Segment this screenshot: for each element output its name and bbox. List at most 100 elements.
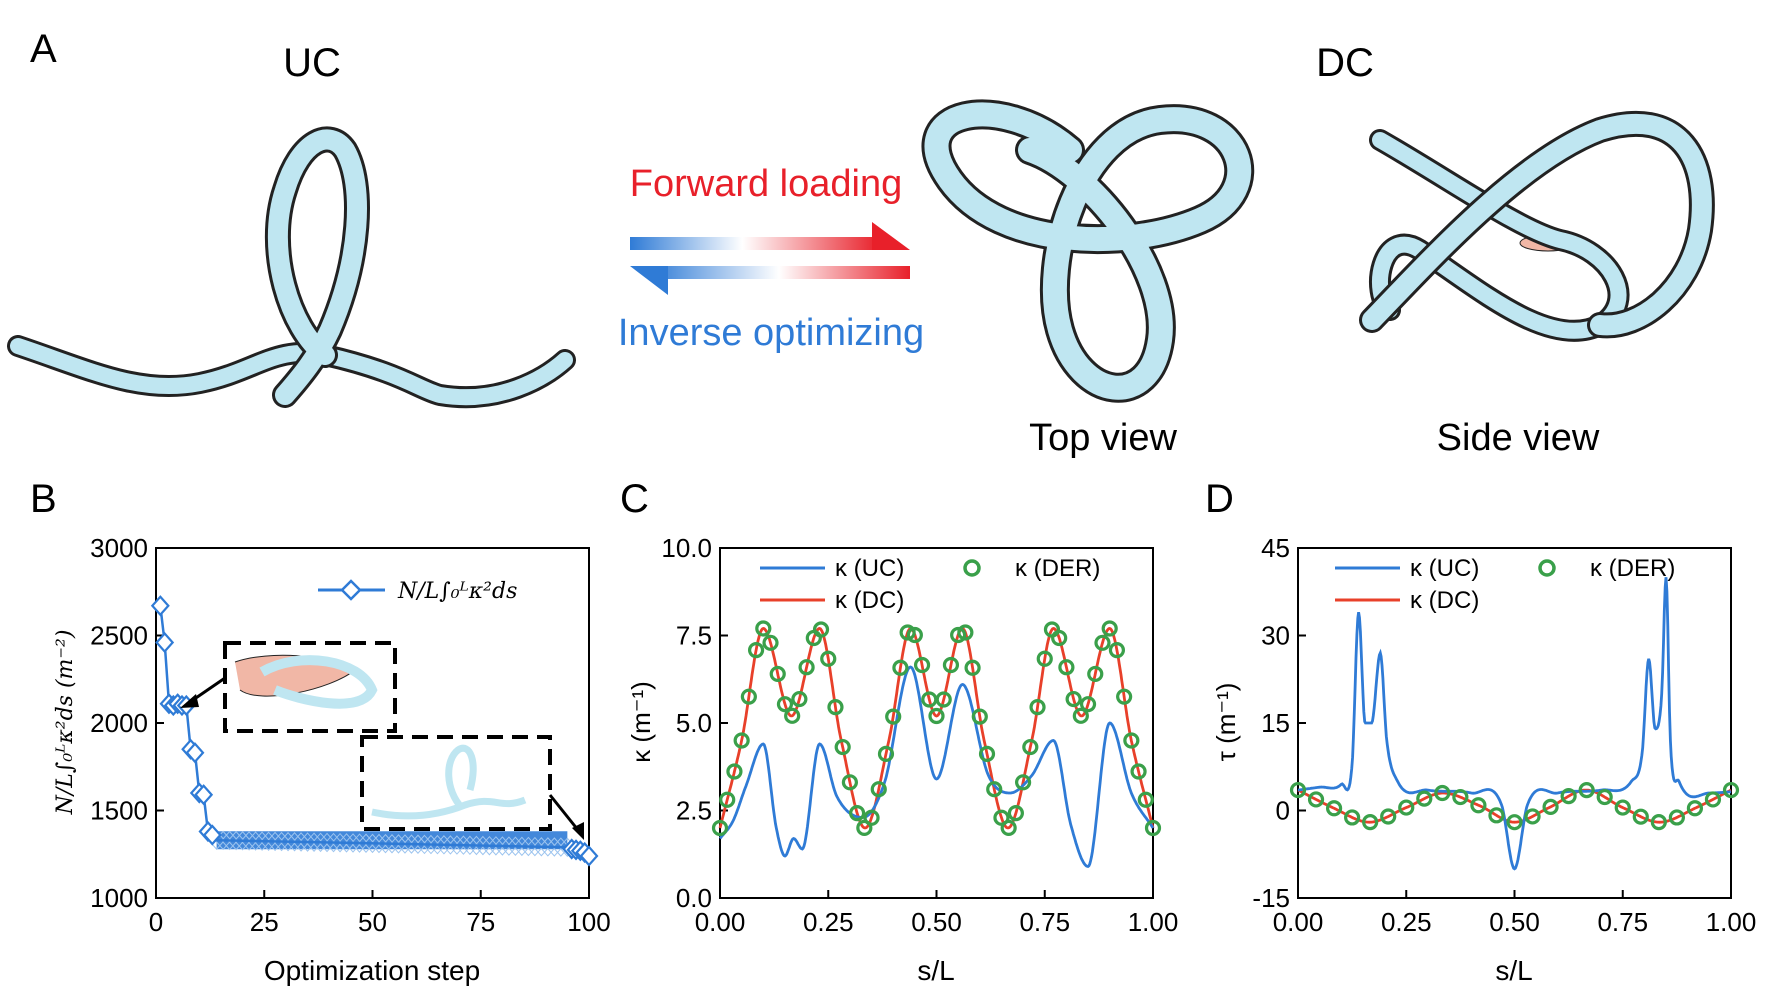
data-point-marker xyxy=(467,835,486,856)
data-point-marker xyxy=(227,830,245,851)
der-point xyxy=(1307,791,1325,808)
der-point xyxy=(849,805,866,822)
data-point-marker xyxy=(519,836,538,857)
data-point-marker xyxy=(311,832,330,853)
y-axis-b: 1000 1500 2000 2500 3000 xyxy=(90,533,164,913)
x-tick-label: 25 xyxy=(250,907,279,937)
data-point-marker xyxy=(435,835,453,855)
data-point-marker xyxy=(545,837,564,857)
legend-d: κ (UC) κ (DC) κ (DER) xyxy=(1335,555,1675,614)
data-point-marker xyxy=(402,834,421,854)
x-tick-label: 0.75 xyxy=(1019,907,1070,937)
data-point-marker xyxy=(292,832,310,852)
data-point-marker xyxy=(506,836,525,856)
data-point-marker xyxy=(259,831,278,852)
legend-text: κ (UC) xyxy=(835,555,904,582)
data-point-marker xyxy=(383,833,401,854)
data-point-marker xyxy=(370,833,388,854)
data-point-marker xyxy=(240,831,258,851)
data-point-marker xyxy=(409,834,427,855)
panel-label-d: D xyxy=(1205,477,1234,521)
x-tick-label: 1.00 xyxy=(1706,907,1757,937)
series-d xyxy=(1289,577,1740,871)
data-point-marker xyxy=(155,631,175,654)
der-point xyxy=(877,745,895,763)
der-point xyxy=(1650,814,1667,831)
der-point xyxy=(1014,774,1032,791)
der-point xyxy=(726,763,743,780)
x-axis-b: 0 25 50 75 100 xyxy=(149,890,611,937)
inset-dc-image xyxy=(223,641,397,733)
der-point xyxy=(906,626,923,644)
y-axis-c: 0.0 2.5 5.0 7.5 10.0 xyxy=(661,533,728,913)
data-point-marker xyxy=(350,833,369,853)
x-axis-c: 0.00 0.25 0.50 0.75 1.00 xyxy=(695,890,1178,937)
data-point-marker xyxy=(428,834,447,855)
der-point xyxy=(711,819,729,837)
y-axis-label-b: N/L∫₀ᴸκ²ds (m⁻²) xyxy=(53,630,78,816)
der-point xyxy=(784,707,801,724)
der-point xyxy=(957,624,974,641)
legend-b: N/L∫₀ᴸκ²ds xyxy=(318,579,517,604)
der-point xyxy=(978,745,996,763)
data-point-marker xyxy=(500,836,518,856)
x-tick-label: 75 xyxy=(466,907,495,937)
dc-side-view-image xyxy=(1359,111,1715,342)
legend-marker xyxy=(1538,559,1556,577)
data-point-marker xyxy=(298,832,317,852)
der-point xyxy=(769,665,786,683)
x-axis-label-d: s/L xyxy=(1495,955,1532,986)
series-line-uc xyxy=(1297,577,1732,871)
der-point xyxy=(1560,788,1577,805)
y-tick-label: 3000 xyxy=(90,533,148,563)
der-point xyxy=(1325,800,1343,817)
panel-d: D 0.00 0.25 0.50 0.75 1.00 -15 0 15 30 45 κ (UC)… xyxy=(1205,477,1756,986)
data-point-marker xyxy=(532,836,551,857)
panel-label-b: B xyxy=(30,477,57,521)
der-point xyxy=(1130,763,1147,780)
der-point xyxy=(755,620,772,637)
der-point xyxy=(812,621,830,638)
der-point xyxy=(1542,798,1559,816)
data-point-marker xyxy=(474,835,492,856)
data-point-marker xyxy=(266,831,284,852)
x-tick-label: 0.00 xyxy=(1273,907,1324,937)
der-point xyxy=(762,634,779,651)
data-point-marker xyxy=(461,835,479,856)
der-point xyxy=(1686,800,1704,817)
series-line-dc xyxy=(718,626,1155,830)
der-point xyxy=(1398,799,1415,816)
der-point xyxy=(1578,781,1595,799)
data-point-marker xyxy=(389,834,408,854)
der-point xyxy=(870,781,887,798)
y-tick-label: 15 xyxy=(1261,708,1290,738)
der-point xyxy=(942,656,960,674)
der-point xyxy=(1029,699,1046,716)
legend-text: κ (DC) xyxy=(1410,587,1479,614)
y-tick-label: 0.0 xyxy=(676,883,712,913)
x-tick-label: 100 xyxy=(567,907,610,937)
y-axis-d: -15 0 15 30 45 xyxy=(1252,533,1306,913)
y-tick-label: 10.0 xyxy=(661,533,712,563)
data-point-marker xyxy=(357,833,375,853)
y-axis-label-d: τ (m⁻¹) xyxy=(1211,683,1241,762)
series-line-dc xyxy=(1297,788,1732,824)
data-point-marker xyxy=(487,836,505,856)
der-point xyxy=(935,691,952,708)
der-point xyxy=(899,624,916,641)
data-point-marker xyxy=(344,833,362,853)
data-point-marker xyxy=(272,831,291,852)
der-point xyxy=(740,688,757,705)
y-tick-label: -15 xyxy=(1252,883,1290,913)
der-point xyxy=(776,696,794,713)
inverse-optimizing-text: Inverse optimizing xyxy=(618,312,924,354)
x-tick-label: 0.75 xyxy=(1597,907,1648,937)
der-point xyxy=(1506,814,1523,831)
inset-arrows xyxy=(180,676,584,840)
x-axis-label-c: s/L xyxy=(917,955,954,986)
data-point-marker xyxy=(526,836,544,857)
x-axis-label-b: Optimization step xyxy=(264,955,480,986)
forward-arrow xyxy=(630,222,910,250)
dc-top-view-image xyxy=(921,99,1255,403)
